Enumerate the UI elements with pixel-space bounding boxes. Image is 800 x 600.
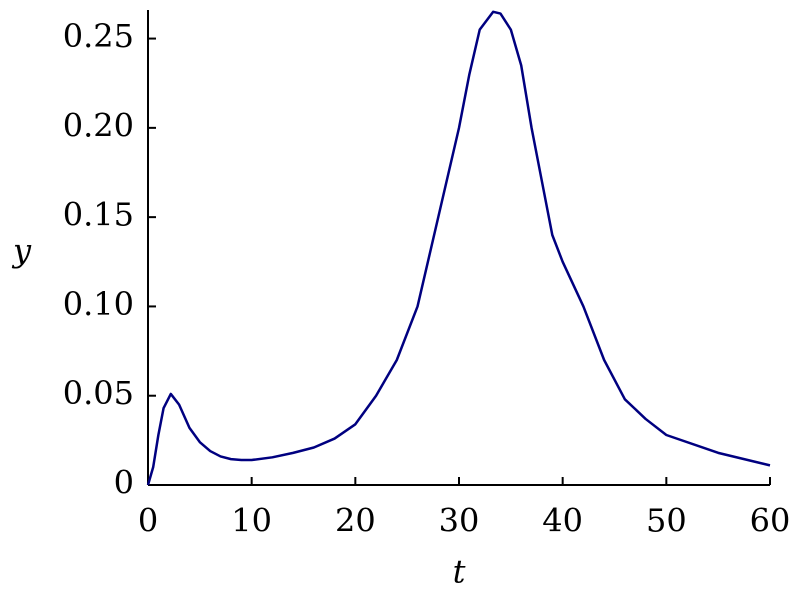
y-tick-label: 0.10 [63,285,134,323]
y-tick-label: 0.05 [63,374,134,412]
y-tick-label: 0 [114,464,134,502]
x-tick-label: 60 [750,502,791,540]
y-axis-title: y [11,232,32,270]
y-tick-label: 0.20 [63,106,134,144]
x-tick-label: 30 [439,502,480,540]
x-tick-label: 50 [646,502,687,540]
y-tick-label: 0.25 [63,17,134,55]
x-tick-label: 10 [231,502,272,540]
x-tick-label: 0 [138,502,158,540]
x-tick-label: 40 [542,502,583,540]
y-tick-label: 0.15 [63,196,134,234]
x-axis-title: t [453,553,466,591]
line [146,10,771,486]
x-tick-label: 20 [335,502,376,540]
